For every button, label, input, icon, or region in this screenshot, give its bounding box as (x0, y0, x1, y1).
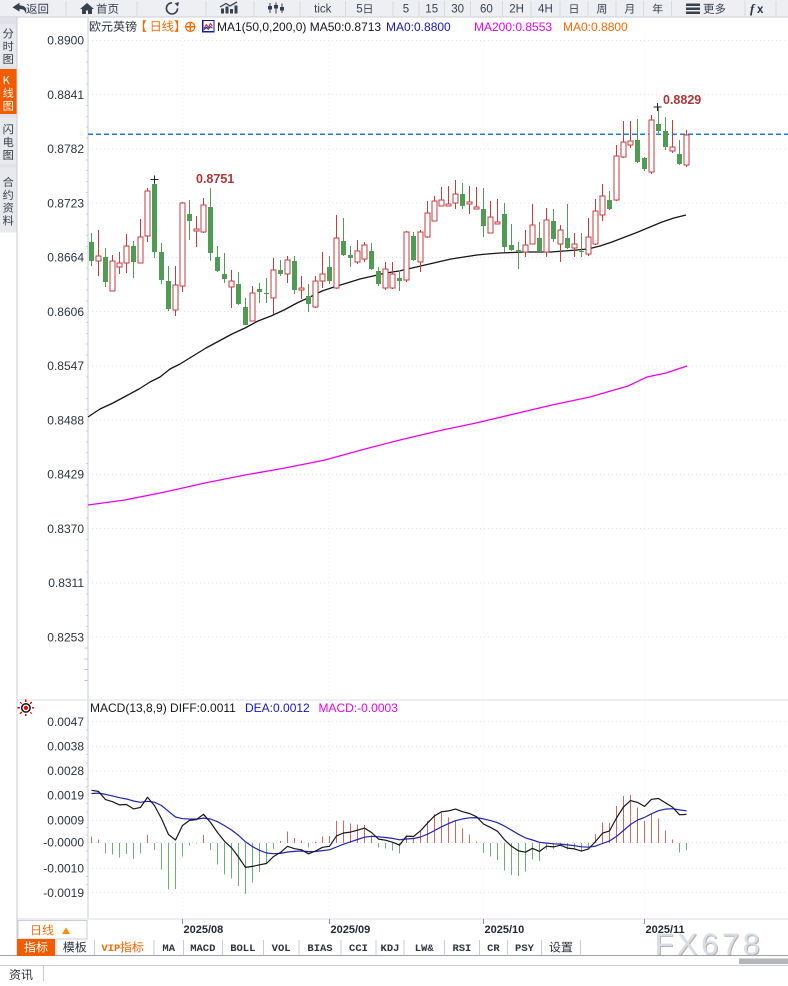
svg-text:0.8751: 0.8751 (196, 172, 234, 186)
svg-text:0.0028: 0.0028 (47, 764, 84, 778)
svg-text:x: x (757, 4, 764, 16)
svg-text:FX678: FX678 (655, 927, 764, 962)
svg-text:MACD: MACD (190, 943, 215, 955)
svg-text:0.8664: 0.8664 (47, 251, 84, 265)
svg-text:CR: CR (487, 943, 500, 955)
svg-text:0.8841: 0.8841 (47, 88, 84, 102)
svg-text:0.8723: 0.8723 (47, 196, 84, 210)
svg-text:0.8606: 0.8606 (47, 305, 84, 319)
svg-text:0.8370: 0.8370 (47, 522, 84, 536)
svg-text:VOL: VOL (272, 943, 291, 955)
svg-text:MA0:0.8800: MA0:0.8800 (386, 20, 451, 34)
svg-text:0.0038: 0.0038 (47, 740, 84, 754)
svg-text:0.8547: 0.8547 (47, 359, 84, 373)
svg-text:MA0:0.8800: MA0:0.8800 (563, 20, 628, 34)
svg-text:15: 15 (425, 4, 438, 16)
svg-text:2025/08: 2025/08 (184, 924, 224, 936)
svg-text:LW&: LW& (415, 943, 435, 955)
svg-text:DEA:0.0012: DEA:0.0012 (245, 701, 310, 715)
svg-text:0.8829: 0.8829 (663, 93, 701, 107)
svg-text:0.8429: 0.8429 (47, 468, 84, 482)
svg-text:MA200:0.8553: MA200:0.8553 (474, 20, 552, 34)
svg-text:MA1(50,0,200,0) MA50:0.8713: MA1(50,0,200,0) MA50:0.8713 (217, 20, 381, 34)
svg-text:0.8900: 0.8900 (47, 34, 84, 48)
svg-text:0.8311: 0.8311 (48, 576, 84, 590)
svg-text:30: 30 (451, 4, 464, 16)
svg-text:5: 5 (356, 4, 362, 16)
svg-text:CCI: CCI (349, 943, 368, 955)
svg-text:tick: tick (314, 4, 332, 16)
svg-text:0.0047: 0.0047 (47, 715, 84, 729)
svg-text:2025/10: 2025/10 (485, 924, 525, 936)
svg-text:-0.0010: -0.0010 (43, 862, 84, 876)
svg-text:2025/11: 2025/11 (646, 924, 685, 936)
svg-text:FX678: FX678 (656, 928, 765, 963)
svg-text:MACD:-0.0003: MACD:-0.0003 (319, 701, 399, 715)
svg-text:60: 60 (480, 4, 493, 16)
svg-text:BIAS: BIAS (307, 943, 332, 955)
svg-text:0.8488: 0.8488 (47, 413, 84, 427)
svg-text:MACD(13,8,9) DIFF:0.0011: MACD(13,8,9) DIFF:0.0011 (90, 701, 236, 715)
svg-text:PSY: PSY (515, 943, 535, 955)
svg-text:BOLL: BOLL (230, 943, 255, 955)
svg-text:5: 5 (403, 4, 409, 16)
svg-text:KDJ: KDJ (381, 943, 400, 955)
svg-text:-0.0000: -0.0000 (43, 836, 84, 850)
svg-text:VIP: VIP (101, 943, 120, 955)
svg-text:0.8782: 0.8782 (47, 142, 84, 156)
svg-text:-0.0019: -0.0019 (43, 886, 84, 900)
svg-text:4H: 4H (538, 4, 553, 16)
svg-text:MA: MA (162, 943, 175, 955)
svg-text:RSI: RSI (452, 943, 471, 955)
svg-text:0.8253: 0.8253 (47, 630, 84, 644)
svg-text:0.0009: 0.0009 (47, 814, 84, 828)
svg-text:2025/09: 2025/09 (331, 924, 371, 936)
svg-text:0.0019: 0.0019 (47, 788, 84, 802)
svg-text:f: f (750, 1, 756, 16)
svg-text:2H: 2H (509, 4, 524, 16)
